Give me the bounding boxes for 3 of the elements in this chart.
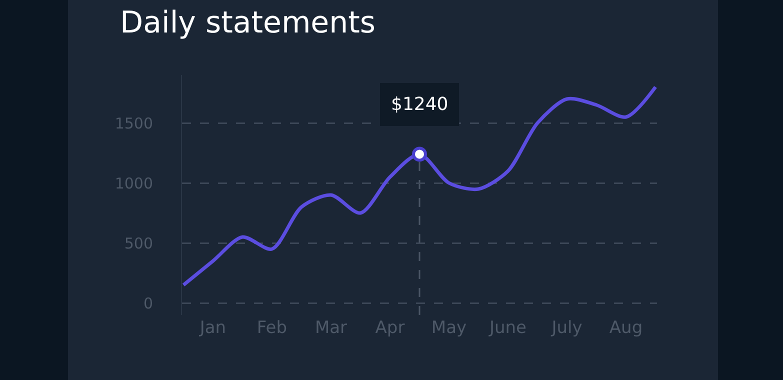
line-series	[182, 85, 657, 287]
data-label: $1240	[391, 94, 448, 115]
chart-title: Daily statements	[120, 5, 376, 40]
